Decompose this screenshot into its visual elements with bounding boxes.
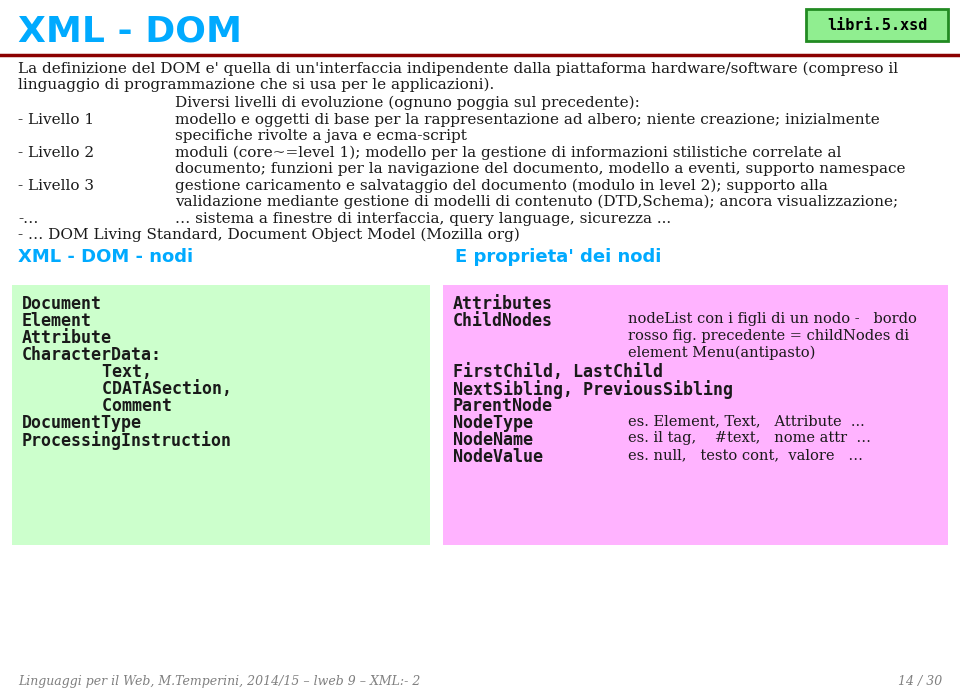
Text: CharacterData:: CharacterData: bbox=[22, 346, 162, 364]
Text: validazione mediante gestione di modelli di contenuto (DTD,Schema); ancora visua: validazione mediante gestione di modelli… bbox=[175, 195, 899, 209]
Text: FirstChild, LastChild: FirstChild, LastChild bbox=[453, 363, 663, 381]
Text: -…: -… bbox=[18, 212, 38, 226]
Text: specifiche rivolte a java e ecma-script: specifiche rivolte a java e ecma-script bbox=[175, 129, 467, 143]
Text: ChildNodes: ChildNodes bbox=[453, 312, 553, 330]
Text: La definizione del DOM e' quella di un'interfaccia indipendente dalla piattaform: La definizione del DOM e' quella di un'i… bbox=[18, 62, 899, 76]
Text: NextSibling, PreviousSibling: NextSibling, PreviousSibling bbox=[453, 380, 733, 399]
Text: XML - DOM: XML - DOM bbox=[18, 15, 242, 49]
Text: … sistema a finestre di interfaccia, query language, sicurezza ...: … sistema a finestre di interfaccia, que… bbox=[175, 212, 671, 226]
Text: NodeType: NodeType bbox=[453, 414, 533, 432]
Text: NodeValue: NodeValue bbox=[453, 448, 543, 466]
Text: NodeName: NodeName bbox=[453, 431, 533, 449]
Text: moduli (core~=level 1); modello per la gestione di informazioni stilistiche corr: moduli (core~=level 1); modello per la g… bbox=[175, 146, 841, 160]
Text: Element: Element bbox=[22, 312, 92, 330]
Text: es. null,   testo cont,  valore   …: es. null, testo cont, valore … bbox=[628, 448, 863, 462]
Text: rosso fig. precedente = childNodes di: rosso fig. precedente = childNodes di bbox=[628, 329, 909, 343]
Text: 14 / 30: 14 / 30 bbox=[898, 675, 942, 688]
Text: linguaggio di programmazione che si usa per le applicazioni).: linguaggio di programmazione che si usa … bbox=[18, 78, 494, 92]
FancyBboxPatch shape bbox=[806, 9, 948, 41]
Text: - … DOM Living Standard, Document Object Model (Mozilla org): - … DOM Living Standard, Document Object… bbox=[18, 228, 520, 242]
Text: nodeList con i figli di un nodo -   bordo: nodeList con i figli di un nodo - bordo bbox=[628, 312, 917, 326]
Text: E proprieta' dei nodi: E proprieta' dei nodi bbox=[455, 248, 661, 266]
Text: - Livello 1: - Livello 1 bbox=[18, 113, 94, 127]
Text: Document: Document bbox=[22, 295, 102, 313]
Text: - Livello 3: - Livello 3 bbox=[18, 179, 94, 193]
Text: es. il tag,    #text,   nome attr  …: es. il tag, #text, nome attr … bbox=[628, 431, 871, 445]
Text: XML - DOM - nodi: XML - DOM - nodi bbox=[18, 248, 193, 266]
Text: gestione caricamento e salvataggio del documento (modulo in level 2); supporto a: gestione caricamento e salvataggio del d… bbox=[175, 179, 828, 193]
Text: element Menu(antipasto): element Menu(antipasto) bbox=[628, 346, 815, 360]
Text: Diversi livelli di evoluzione (ognuno poggia sul precedente):: Diversi livelli di evoluzione (ognuno po… bbox=[175, 96, 640, 111]
Text: Comment: Comment bbox=[22, 397, 172, 415]
Text: DocumentType: DocumentType bbox=[22, 414, 142, 432]
Text: - Livello 2: - Livello 2 bbox=[18, 146, 94, 160]
Text: ParentNode: ParentNode bbox=[453, 397, 553, 415]
FancyBboxPatch shape bbox=[12, 285, 430, 545]
Text: ProcessingInstruction: ProcessingInstruction bbox=[22, 431, 232, 450]
Text: Linguaggi per il Web, M.Temperini, 2014/15 – lweb 9 – XML:- 2: Linguaggi per il Web, M.Temperini, 2014/… bbox=[18, 675, 420, 688]
Text: modello e oggetti di base per la rappresentazione ad albero; niente creazione; i: modello e oggetti di base per la rappres… bbox=[175, 113, 879, 127]
Text: es. Element, Text,   Attribute  ...: es. Element, Text, Attribute ... bbox=[628, 414, 865, 428]
Text: CDATASection,: CDATASection, bbox=[22, 380, 232, 398]
Text: Text,: Text, bbox=[22, 363, 152, 381]
Text: documento; funzioni per la navigazione del documento, modello a eventi, supporto: documento; funzioni per la navigazione d… bbox=[175, 162, 905, 176]
Text: Attribute: Attribute bbox=[22, 329, 112, 347]
Text: Attributes: Attributes bbox=[453, 295, 553, 313]
FancyBboxPatch shape bbox=[443, 285, 948, 545]
Text: libri.5.xsd: libri.5.xsd bbox=[827, 18, 927, 32]
